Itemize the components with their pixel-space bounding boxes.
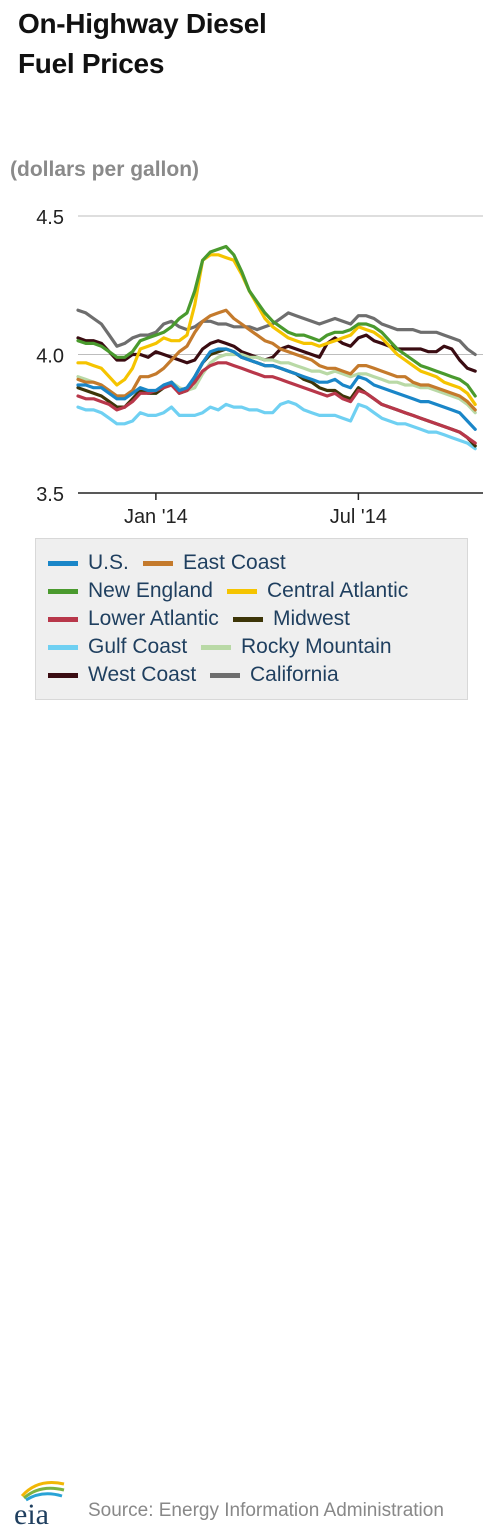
legend-item-u-s-: U.S. bbox=[48, 549, 129, 577]
units-label: (dollars per gallon) bbox=[10, 158, 200, 181]
legend-item-gulf-coast: Gulf Coast bbox=[48, 633, 187, 661]
legend-swatch bbox=[233, 616, 263, 622]
legend-swatch bbox=[48, 588, 78, 594]
legend-swatch bbox=[143, 560, 173, 566]
legend-item-west-coast: West Coast bbox=[48, 661, 196, 689]
series-line-u-s- bbox=[76, 347, 477, 431]
legend-swatch bbox=[210, 672, 240, 678]
legend-swatch bbox=[201, 644, 231, 650]
legend-label: West Coast bbox=[88, 663, 197, 686]
legend-label: U.S. bbox=[88, 551, 129, 574]
y-tick-label: 3.5 bbox=[36, 484, 64, 506]
series-line-west-coast bbox=[76, 333, 477, 373]
series-line-central-atlantic bbox=[76, 253, 477, 406]
legend-label: Midwest bbox=[273, 607, 351, 630]
legend-label: Central Atlantic bbox=[267, 579, 409, 602]
line-chart: 3.5 4.0 4.5 Jan '14 Jul '14 bbox=[36, 207, 483, 528]
legend-item-east-coast: East Coast bbox=[143, 549, 286, 577]
series-line-east-coast bbox=[76, 308, 477, 412]
legend-item-california: California bbox=[210, 661, 339, 689]
legend-item-lower-atlantic: Lower Atlantic bbox=[48, 605, 219, 633]
legend-swatch bbox=[48, 644, 78, 650]
chart-title: On-Highway Diesel Fuel Prices bbox=[18, 4, 267, 84]
y-tick-label: 4.0 bbox=[36, 346, 64, 368]
footer: eia Source: Energy Information Administr… bbox=[0, 736, 500, 1530]
legend-label: New England bbox=[88, 579, 213, 602]
legend-swatch bbox=[48, 616, 78, 622]
x-tick-label: Jan '14 bbox=[124, 506, 188, 528]
eia-logo: eia bbox=[14, 1481, 65, 1530]
series-line-gulf-coast bbox=[76, 400, 477, 451]
source-note: Source: Energy Information Administratio… bbox=[88, 1500, 444, 1521]
legend-label: Lower Atlantic bbox=[88, 607, 219, 630]
legend-label: Rocky Mountain bbox=[241, 635, 392, 658]
legend-item-rocky-mountain: Rocky Mountain bbox=[201, 633, 392, 661]
series-line-new-england bbox=[76, 244, 477, 398]
legend-swatch bbox=[48, 560, 78, 566]
legend-label: California bbox=[250, 663, 339, 686]
legend-item-midwest: Midwest bbox=[233, 605, 350, 633]
series-line-lower-atlantic bbox=[76, 361, 477, 445]
legend-label: Gulf Coast bbox=[88, 635, 188, 658]
y-tick-label: 4.5 bbox=[36, 207, 64, 229]
legend-item-central-atlantic: Central Atlantic bbox=[227, 577, 408, 605]
series-line-california bbox=[76, 308, 477, 357]
legend-label: East Coast bbox=[183, 551, 286, 574]
legend-item-new-england: New England bbox=[48, 577, 213, 605]
chart-legend: U.S. East Coast New England Central Atlanti… bbox=[35, 538, 468, 700]
legend-swatch bbox=[48, 672, 78, 678]
legend-swatch bbox=[227, 588, 257, 594]
chart-title-line2: Fuel Prices bbox=[18, 48, 165, 79]
x-tick-label: Jul '14 bbox=[330, 506, 387, 528]
logo-text: eia bbox=[14, 1498, 49, 1530]
chart-title-line1: On-Highway Diesel bbox=[18, 8, 267, 39]
